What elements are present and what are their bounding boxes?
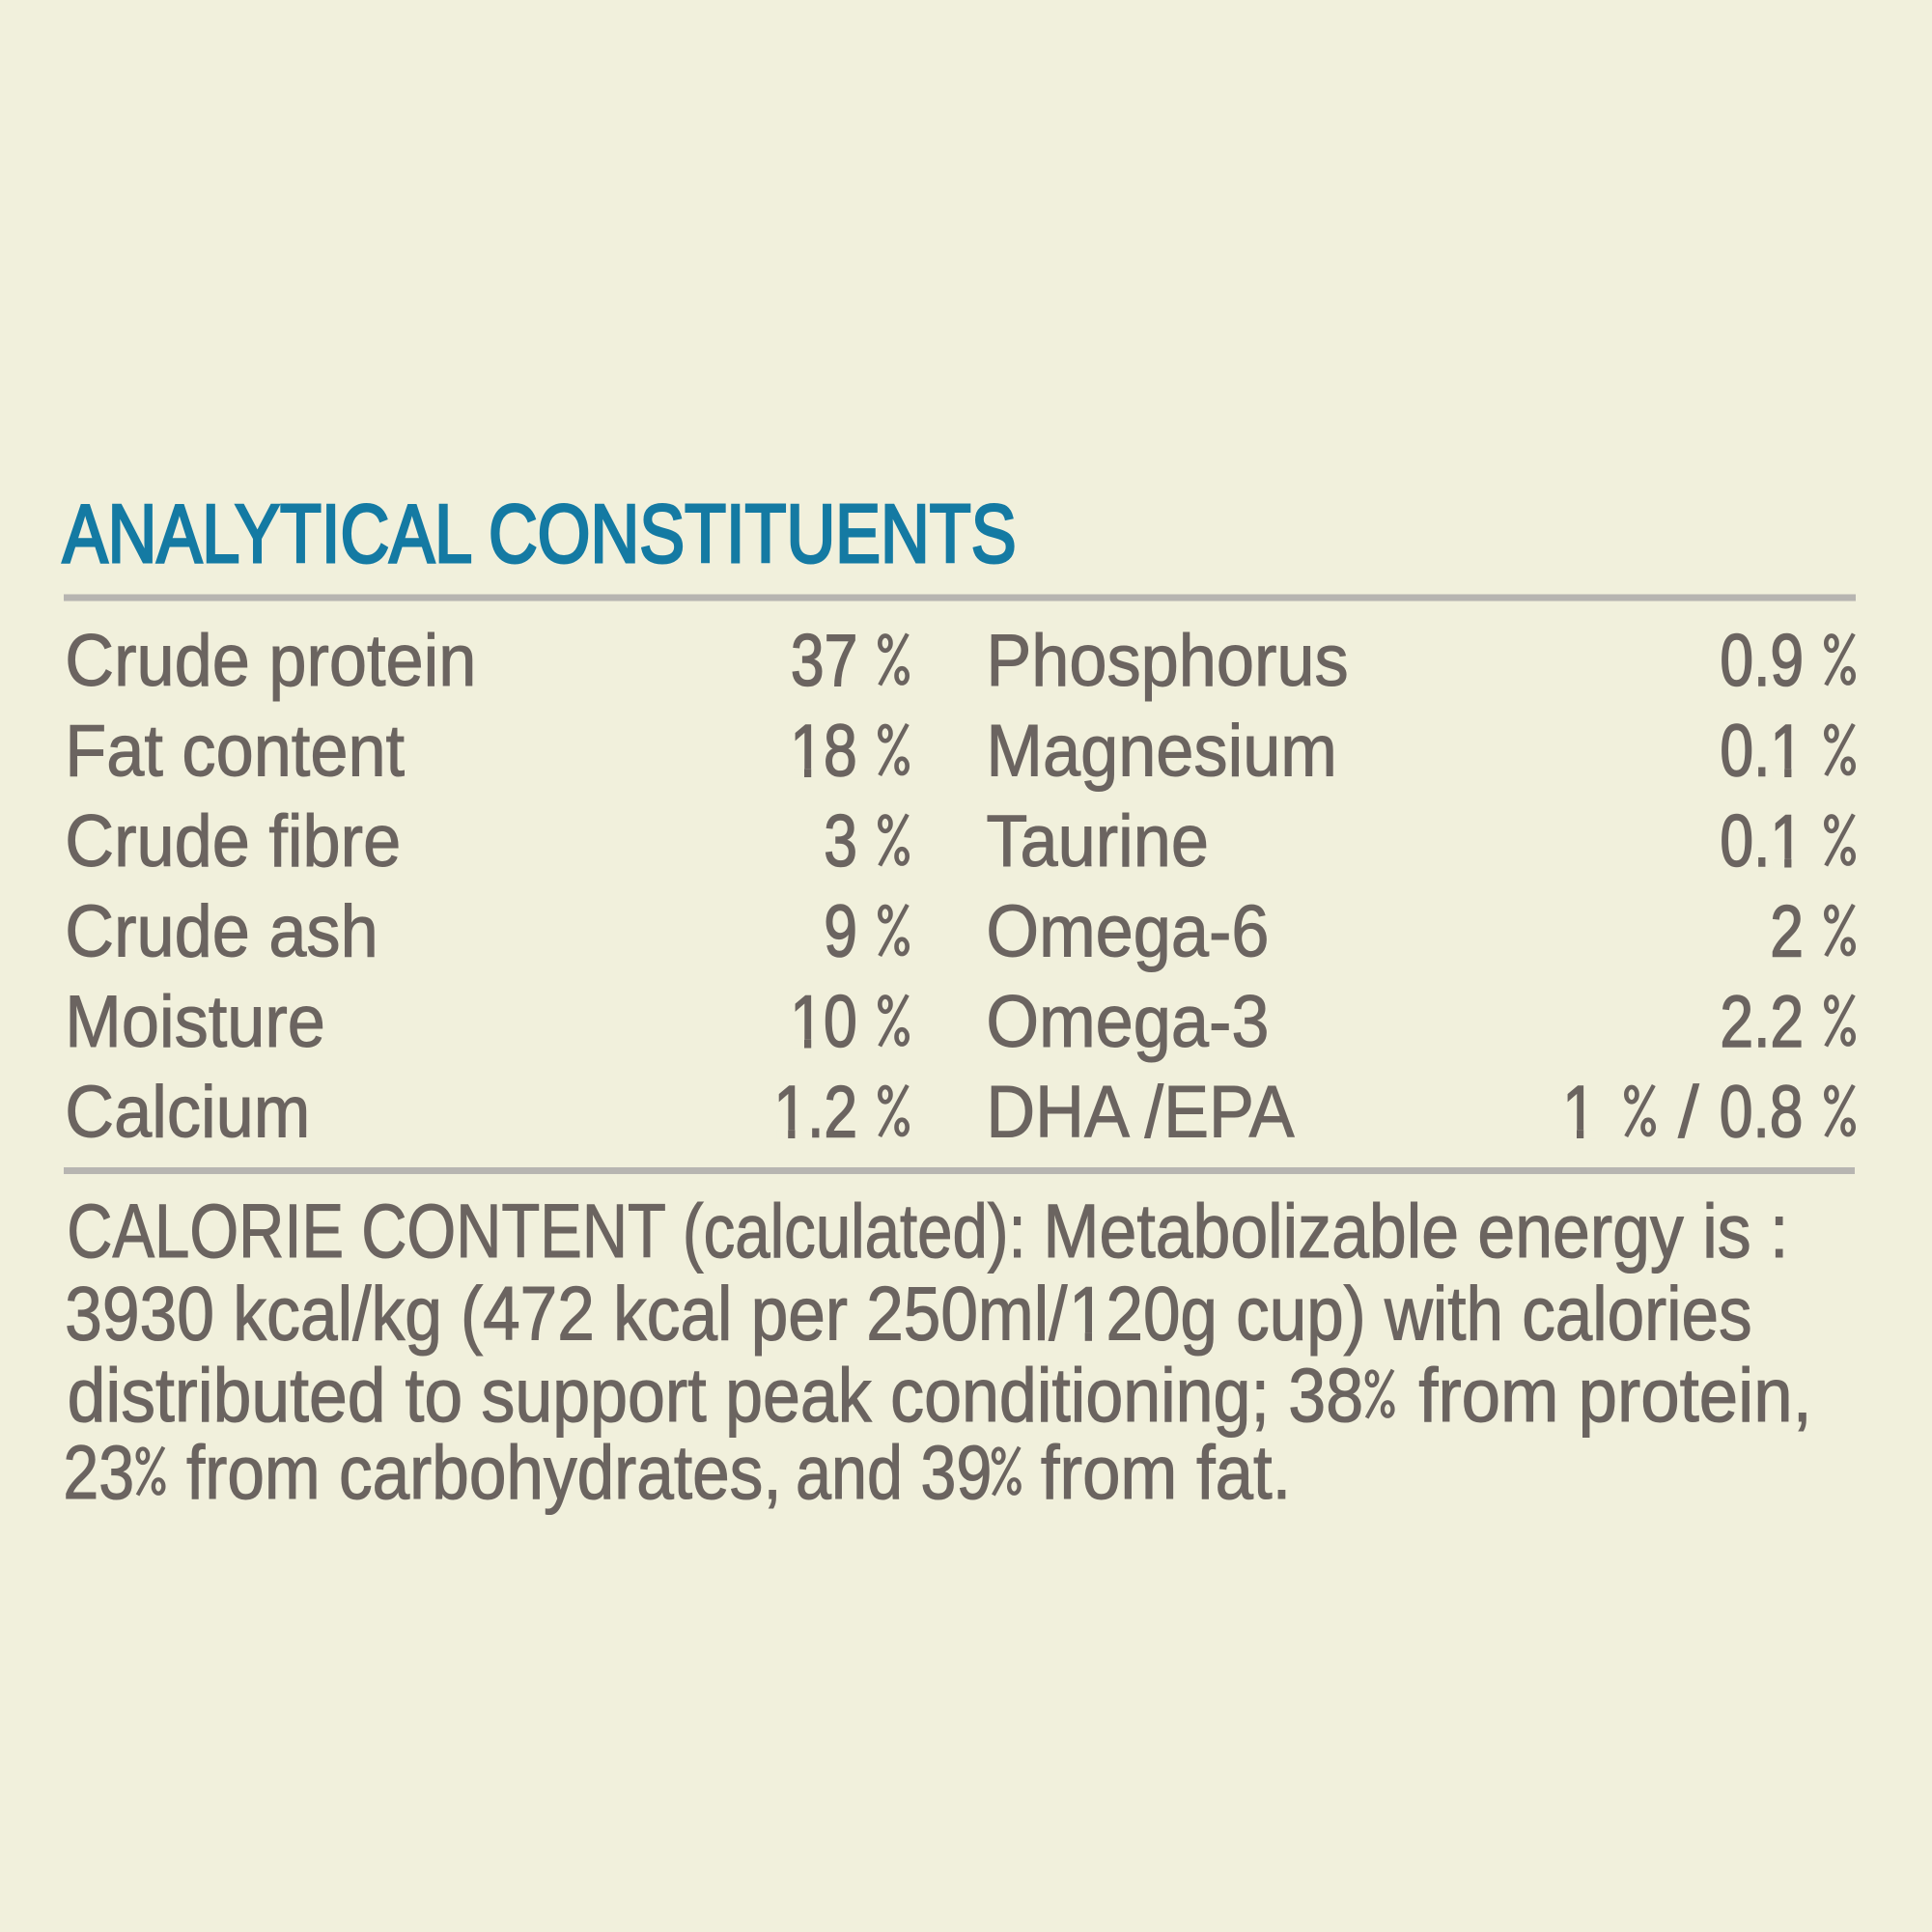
svg-text:Omega-3: Omega-3 [986, 981, 1269, 1063]
svg-text:2.2: 2.2 [1720, 981, 1804, 1063]
svg-text:23: 23 [63, 1430, 134, 1515]
svg-text:Calcium: Calcium [65, 1072, 310, 1154]
svg-text:37: 37 [791, 620, 857, 702]
svg-text:10: 10 [790, 981, 856, 1063]
svg-text:Crude protein: Crude protein [65, 620, 476, 702]
svg-text:DHA /EPA: DHA /EPA [986, 1072, 1295, 1154]
svg-text:1: 1 [1562, 1072, 1596, 1154]
svg-text:Crude ash: Crude ash [65, 891, 378, 973]
svg-text:distributed to: distributed to [68, 1353, 463, 1438]
svg-text:Magnesium: Magnesium [986, 711, 1337, 793]
svg-text:0.1: 0.1 [1720, 711, 1804, 793]
svg-text:9: 9 [824, 891, 857, 973]
svg-text:0.1: 0.1 [1720, 800, 1804, 882]
svg-text:Metabolizable energy is :: Metabolizable energy is : [1043, 1189, 1788, 1274]
svg-text:Taurine: Taurine [986, 800, 1209, 882]
svg-text:from carbohydrates,: from carbohydrates, [186, 1430, 782, 1515]
svg-text:Phosphorus: Phosphorus [986, 620, 1348, 702]
svg-text:0.9: 0.9 [1720, 620, 1804, 702]
svg-text:18: 18 [790, 711, 856, 793]
svg-text:and 39: and 39 [796, 1430, 992, 1515]
svg-text:support peak conditioning; 38: support peak conditioning; 38 [481, 1353, 1363, 1438]
svg-text:2: 2 [1770, 891, 1804, 973]
svg-text:3930 kcal/kg: 3930 kcal/kg [65, 1272, 442, 1357]
svg-text:0.8: 0.8 [1720, 1072, 1804, 1154]
svg-text:ANALYTICAL CONSTITUENTS: ANALYTICAL CONSTITUENTS [63, 489, 1017, 580]
svg-text:/: / [1678, 1072, 1700, 1154]
svg-text:(472 kcal per 250ml/: (472 kcal per 250ml/ [461, 1272, 1068, 1357]
svg-text:Crude fibre: Crude fibre [65, 800, 401, 882]
svg-text:1.2: 1.2 [773, 1072, 857, 1154]
svg-text:CALORIE CONTENT (calculated):: CALORIE CONTENT (calculated): [67, 1189, 1025, 1274]
svg-text:3: 3 [824, 800, 857, 882]
svg-text:from protein,: from protein, [1418, 1353, 1812, 1438]
svg-text:Fat content: Fat content [65, 711, 405, 793]
svg-text:Moisture: Moisture [65, 981, 325, 1063]
svg-text:Omega-6: Omega-6 [986, 891, 1269, 973]
svg-text:from fat.: from fat. [1041, 1430, 1291, 1515]
svg-text:120g cup) with calories: 120g cup) with calories [1069, 1272, 1752, 1357]
